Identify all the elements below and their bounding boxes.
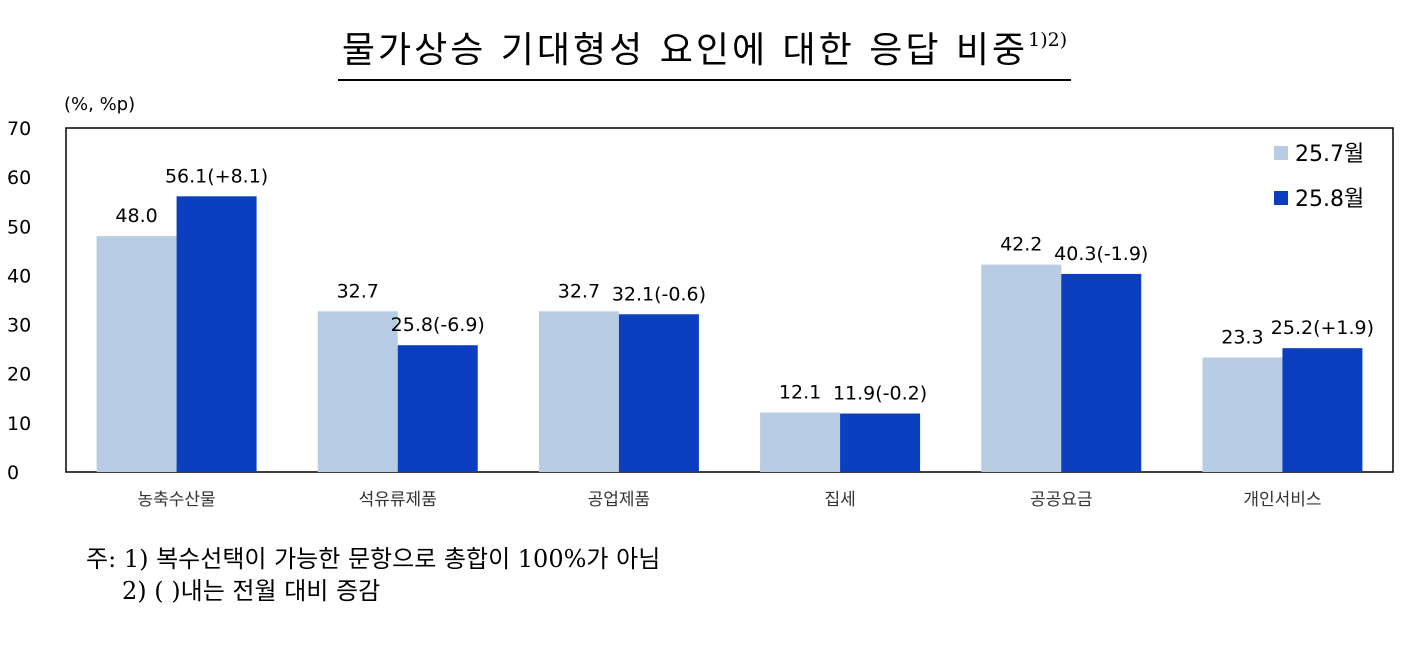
legend-swatch [1274,191,1288,205]
data-label: 25.8(-6.9) [391,314,485,336]
note-text-1: 1) 복수선택이 가능한 문항으로 총합이 100%가 아님 [123,545,661,573]
bar-jul [317,311,398,472]
bar-chart: (%, %p) 0 10 20 30 40 50 60 70 48.0 56.1(+8.1) 농축수산… [7,94,1394,510]
x-tick-label: 개인서비스 [1243,490,1321,510]
legend-swatch [1274,146,1288,160]
bar-jul [1202,357,1283,472]
bar-aug [1282,348,1363,472]
y-tick-label: 50 [7,216,31,238]
y-tick-label: 30 [7,315,31,337]
chart-notes: 주: 1) 복수선택이 가능한 문항으로 총합이 100%가 아님 2) ( )… [86,543,660,607]
x-tick-label: 집세 [824,490,855,510]
bar-aug [397,345,478,472]
y-tick-label: 20 [7,364,31,386]
y-tick-label: 40 [7,265,31,287]
x-tick-label: 공공요금 [1030,490,1093,510]
y-tick-label: 60 [7,167,31,189]
data-label: 12.1 [779,382,821,404]
legend-label: 25.8월 [1295,187,1364,212]
bar-aug [1061,273,1142,472]
y-tick-label: 0 [7,462,19,484]
data-label: 56.1(+8.1) [165,165,268,187]
data-label: 32.7 [337,280,379,302]
data-label: 23.3 [1221,326,1263,348]
data-label: 25.2(+1.9) [1271,317,1374,339]
plot-frame [65,127,1394,473]
note-line-1: 주: 1) 복수선택이 가능한 문항으로 총합이 100%가 아님 [86,543,660,575]
chart-title-text: 물가상승 기대형성 요인에 대한 응답 비중 [341,30,1029,71]
bar-aug [840,413,921,472]
note-line-2: 2) ( )내는 전월 대비 증감 [86,575,660,607]
bar-jul [96,236,177,472]
chart-title-footnote-marks: 1)2) [1028,29,1068,51]
data-label: 11.9(-0.2) [833,383,927,405]
note-text-2: 2) ( )내는 전월 대비 증감 [122,577,381,605]
data-label: 48.0 [115,205,157,227]
bar-aug [176,196,257,472]
y-tick-label: 10 [7,413,31,435]
chart-title: 물가상승 기대형성 요인에 대한 응답 비중1)2) [337,14,1072,81]
note-prefix: 주: [86,545,117,573]
bar-aug [618,314,699,472]
x-tick-label: 공업제품 [588,490,651,510]
data-label: 40.3(-1.9) [1054,243,1148,265]
legend-label: 25.7월 [1295,142,1364,167]
bar-jul [760,412,841,472]
x-tick-label: 석유류제품 [359,490,437,510]
bar-jul [981,264,1062,472]
y-tick-label: 70 [7,118,31,140]
unit-label: (%, %p) [64,94,135,115]
bar-jul [538,311,619,472]
x-tick-label: 농축수산물 [137,490,215,510]
data-label: 32.1(-0.6) [612,283,706,305]
data-label: 32.7 [558,280,600,302]
data-label: 42.2 [1000,234,1042,256]
